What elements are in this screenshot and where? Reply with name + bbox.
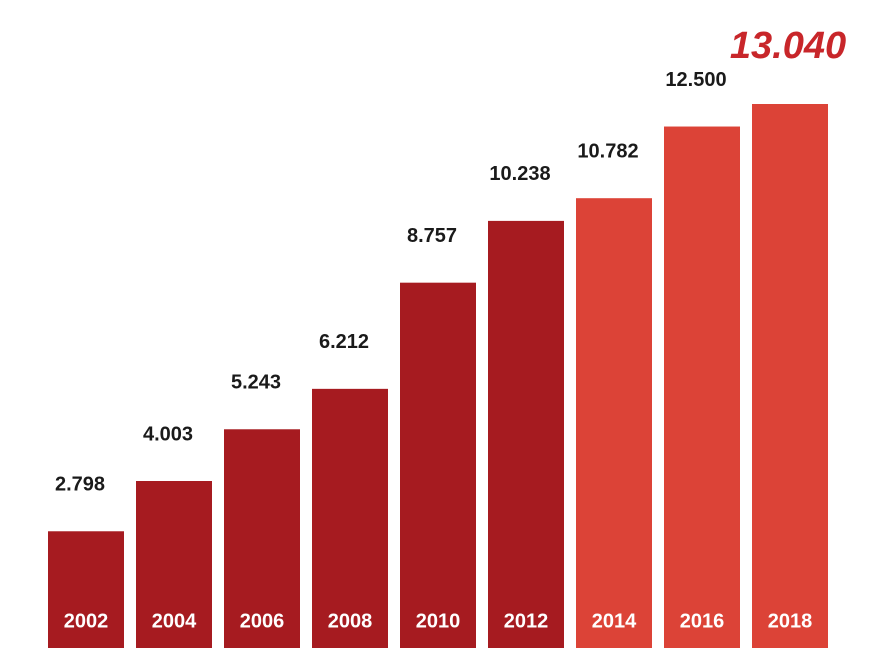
year-label: 2004 bbox=[152, 610, 197, 632]
value-label: 8.757 bbox=[407, 225, 457, 247]
year-label: 2006 bbox=[240, 610, 285, 632]
bar bbox=[48, 531, 124, 648]
value-label: 5.243 bbox=[231, 372, 281, 394]
value-label: 12.500 bbox=[665, 69, 726, 91]
bar bbox=[224, 429, 300, 648]
value-label: 2.798 bbox=[55, 474, 105, 496]
value-label: 10.238 bbox=[489, 163, 550, 185]
year-label: 2002 bbox=[64, 610, 109, 632]
bar bbox=[136, 481, 212, 648]
year-label: 2018 bbox=[768, 610, 813, 632]
bar bbox=[752, 104, 828, 648]
value-label: 4.003 bbox=[143, 423, 193, 445]
year-label: 2016 bbox=[680, 610, 725, 632]
bar bbox=[664, 126, 740, 649]
bar bbox=[576, 198, 652, 648]
year-label: 2014 bbox=[592, 610, 637, 632]
year-label: 2008 bbox=[328, 610, 373, 632]
bar bbox=[400, 282, 476, 648]
value-label: 13.040 bbox=[730, 25, 846, 67]
value-label: 10.782 bbox=[577, 140, 638, 162]
bar bbox=[488, 220, 564, 648]
year-label: 2010 bbox=[416, 610, 461, 632]
bar bbox=[312, 388, 388, 648]
value-label: 6.212 bbox=[319, 331, 369, 353]
year-label: 2012 bbox=[504, 610, 549, 632]
